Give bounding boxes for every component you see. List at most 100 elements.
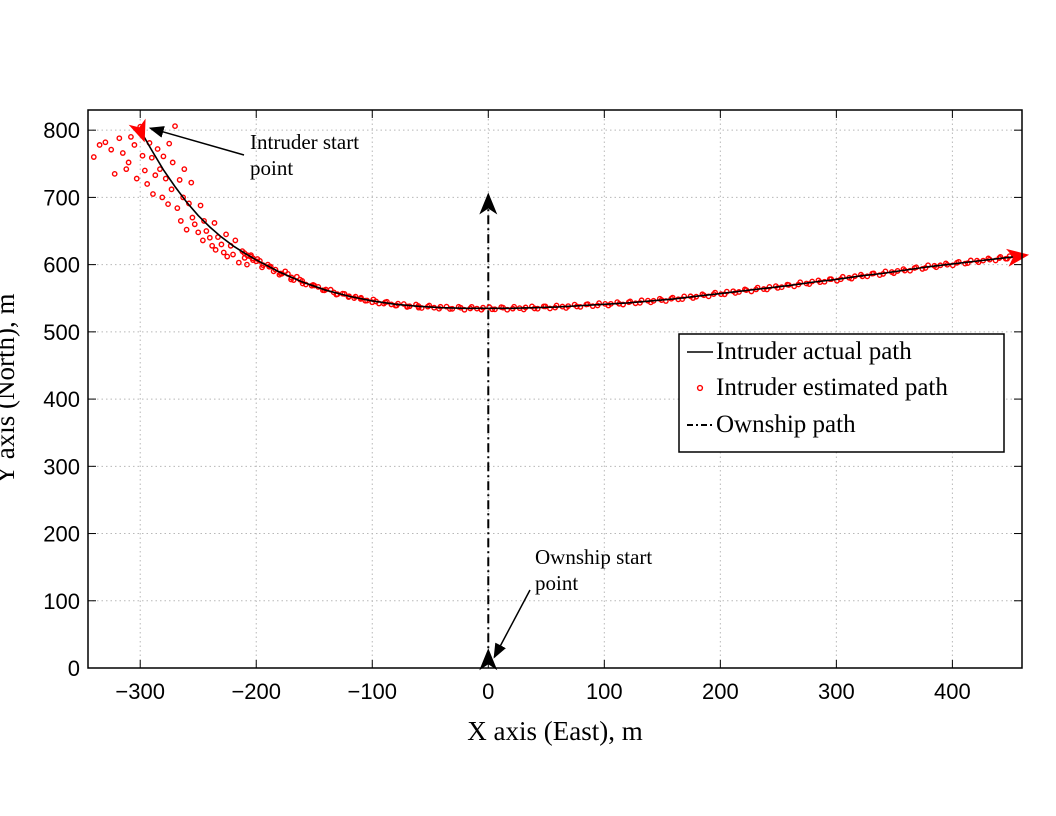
estimated-point	[201, 218, 207, 224]
x-tick-label: −100	[347, 679, 397, 704]
estimated-point	[504, 306, 511, 313]
estimated-point	[197, 202, 204, 209]
ownship-start-marker-shape	[479, 648, 498, 671]
estimated-point	[209, 242, 216, 249]
axis-ticks: −300 −200 −100 0 100 200 300 400 0 100 200 300 400 50…	[43, 110, 1022, 704]
intruder-end-marker-shape	[1006, 248, 1030, 267]
y-tick-label: 100	[43, 589, 80, 614]
estimated-point	[223, 231, 229, 238]
estimated-point	[218, 241, 225, 248]
estimated-point	[150, 191, 156, 197]
estimated-point	[224, 253, 231, 260]
plot-frame	[87, 109, 1023, 669]
legend-entry: Intruder estimated path	[716, 374, 948, 401]
estimated-point	[123, 166, 130, 173]
ownship-start-annotation-text: point	[535, 571, 578, 595]
intruder-start-marker	[128, 118, 146, 143]
estimated-point	[166, 140, 173, 147]
estimated-point	[188, 179, 195, 186]
x-tick-label: −200	[231, 679, 281, 704]
estimated-point	[547, 305, 553, 312]
legend-box	[678, 333, 1005, 453]
estimated-point	[584, 301, 591, 308]
ownship-start-marker	[479, 648, 498, 671]
estimated-point	[144, 181, 151, 187]
estimated-point	[189, 214, 196, 221]
estimated-point	[141, 167, 148, 174]
estimated-point	[96, 142, 103, 148]
y-tick-label: 200	[43, 522, 80, 547]
estimated-point	[577, 304, 584, 310]
estimated-point	[160, 153, 167, 160]
estimated-point	[176, 177, 183, 183]
intruder-start-arrow	[148, 126, 245, 156]
y-tick-label: 500	[43, 320, 80, 345]
estimated-point	[154, 146, 161, 152]
estimated-point	[206, 234, 213, 241]
y-tick-label: 800	[43, 118, 80, 143]
ownship-start-arrow	[493, 589, 531, 659]
x-tick-label: 0	[482, 679, 494, 704]
estimated-point	[116, 135, 123, 142]
estimated-point	[111, 170, 118, 177]
ownship-end-marker	[479, 192, 498, 215]
estimated-point	[102, 139, 109, 146]
estimated-point	[172, 123, 178, 130]
estimated-point	[235, 259, 242, 266]
x-tick-label: 200	[702, 679, 739, 704]
estimated-point	[169, 159, 176, 166]
estimated-point	[195, 229, 202, 236]
legend-entry: Intruder actual path	[716, 338, 912, 365]
estimated-point	[962, 260, 969, 267]
estimated-point	[119, 150, 126, 156]
estimated-point	[383, 298, 390, 305]
estimated-point	[723, 288, 730, 295]
y-tick-label: 400	[43, 387, 80, 412]
estimated-point	[212, 246, 219, 253]
estimated-point	[165, 201, 171, 208]
estimated-point	[211, 220, 218, 226]
estimated-point	[181, 166, 188, 173]
estimated-point	[542, 303, 549, 310]
estimated-point	[108, 146, 115, 153]
ownship-start-annotation-text: Ownship start	[535, 545, 652, 569]
estimated-point	[426, 302, 433, 309]
estimated-point	[168, 186, 175, 193]
estimated-point	[864, 273, 871, 280]
intruder-end-marker	[1006, 248, 1030, 267]
estimated-point	[967, 257, 974, 264]
estimated-point	[638, 297, 645, 304]
x-tick-label: 300	[818, 679, 855, 704]
estimated-point	[139, 152, 146, 159]
estimated-point	[162, 175, 169, 182]
estimated-point	[133, 175, 140, 182]
estimated-point	[148, 154, 155, 161]
ownship-end-marker-shape	[479, 192, 498, 215]
plot-series	[90, 118, 1030, 671]
estimated-point	[131, 142, 138, 148]
y-tick-label: 600	[43, 253, 80, 278]
estimated-point	[907, 267, 913, 274]
intruder-start-marker-shape	[128, 118, 146, 143]
x-tick-label: −300	[115, 679, 165, 704]
estimated-point	[230, 251, 236, 258]
estimated-point	[152, 172, 159, 179]
estimated-point	[400, 301, 407, 307]
estimated-point	[232, 237, 239, 244]
estimated-point	[627, 298, 634, 305]
estimated-point	[620, 301, 626, 308]
estimated-point	[919, 266, 926, 272]
estimated-point	[177, 218, 184, 224]
estimated-point	[220, 249, 227, 256]
estimated-point	[489, 306, 496, 313]
intruder-start-annotation-text: point	[250, 156, 293, 180]
estimated-point	[191, 221, 198, 228]
y-axis-label: Y axis (North), m	[0, 294, 20, 485]
estimated-point	[180, 194, 187, 201]
estimated-point	[199, 237, 206, 244]
estimated-point	[128, 133, 134, 140]
estimated-point	[183, 226, 190, 233]
x-tick-label: 400	[934, 679, 971, 704]
